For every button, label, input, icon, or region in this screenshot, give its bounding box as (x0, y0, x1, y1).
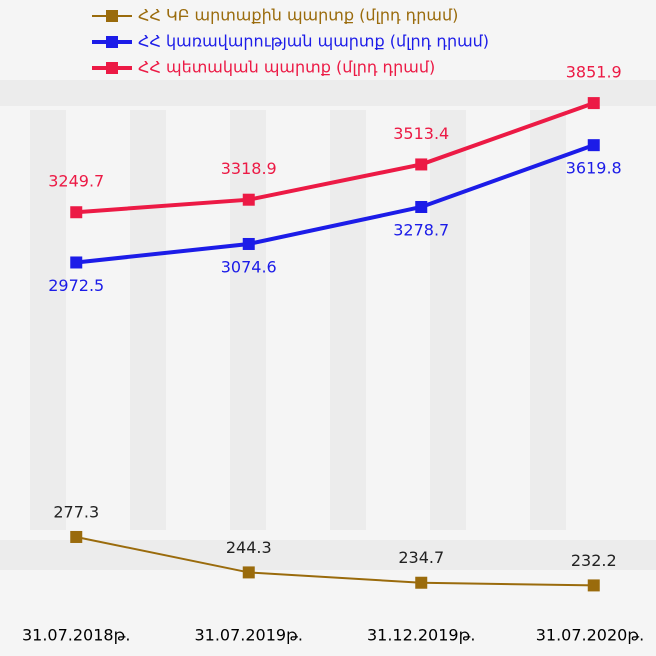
data-label: 277.3 (53, 502, 99, 521)
series-line (76, 101, 595, 215)
legend-label: ՀՀ կառավարության պարտք (մլրդ դրամ) (138, 32, 489, 51)
x-tick-label: 31.07.2018թ. (22, 626, 131, 645)
legend-marker (106, 10, 118, 22)
data-label: 3318.9 (221, 159, 277, 178)
data-label: 3619.8 (566, 159, 622, 178)
data-label: 3513.4 (393, 124, 449, 143)
x-tick-label: 31.07.2020թ. (536, 626, 645, 645)
data-label: 234.7 (398, 548, 444, 567)
point-marker (70, 530, 83, 543)
data-label: 3278.7 (393, 220, 449, 239)
point-marker (70, 256, 83, 269)
point-marker (242, 566, 255, 579)
data-label: 3851.9 (566, 63, 622, 82)
x-tick-label: 31.12.2019թ. (367, 626, 476, 645)
point-marker (415, 576, 428, 589)
point-marker (415, 158, 428, 171)
series-line (76, 535, 594, 587)
data-label: 3074.6 (221, 257, 277, 276)
point-marker (70, 206, 83, 219)
legend-label: ՀՀ ԿԲ արտաքին պարտք (մլրդ դրամ) (138, 6, 458, 25)
data-label: 232.2 (571, 551, 617, 570)
data-label: 244.3 (226, 538, 272, 557)
series-line (76, 143, 595, 265)
point-marker (242, 193, 255, 206)
point-marker (415, 200, 428, 213)
legend-marker (106, 62, 118, 74)
legend-label: ՀՀ պետական պարտք (մլրդ դրամ) (138, 58, 435, 77)
data-label: 3249.7 (48, 172, 104, 191)
point-marker (242, 237, 255, 250)
legend-marker (106, 36, 118, 48)
point-marker (587, 579, 600, 592)
data-label: 2972.5 (48, 276, 104, 295)
point-marker (587, 139, 600, 152)
x-tick-label: 31.07.2019թ. (194, 626, 303, 645)
point-marker (587, 97, 600, 110)
